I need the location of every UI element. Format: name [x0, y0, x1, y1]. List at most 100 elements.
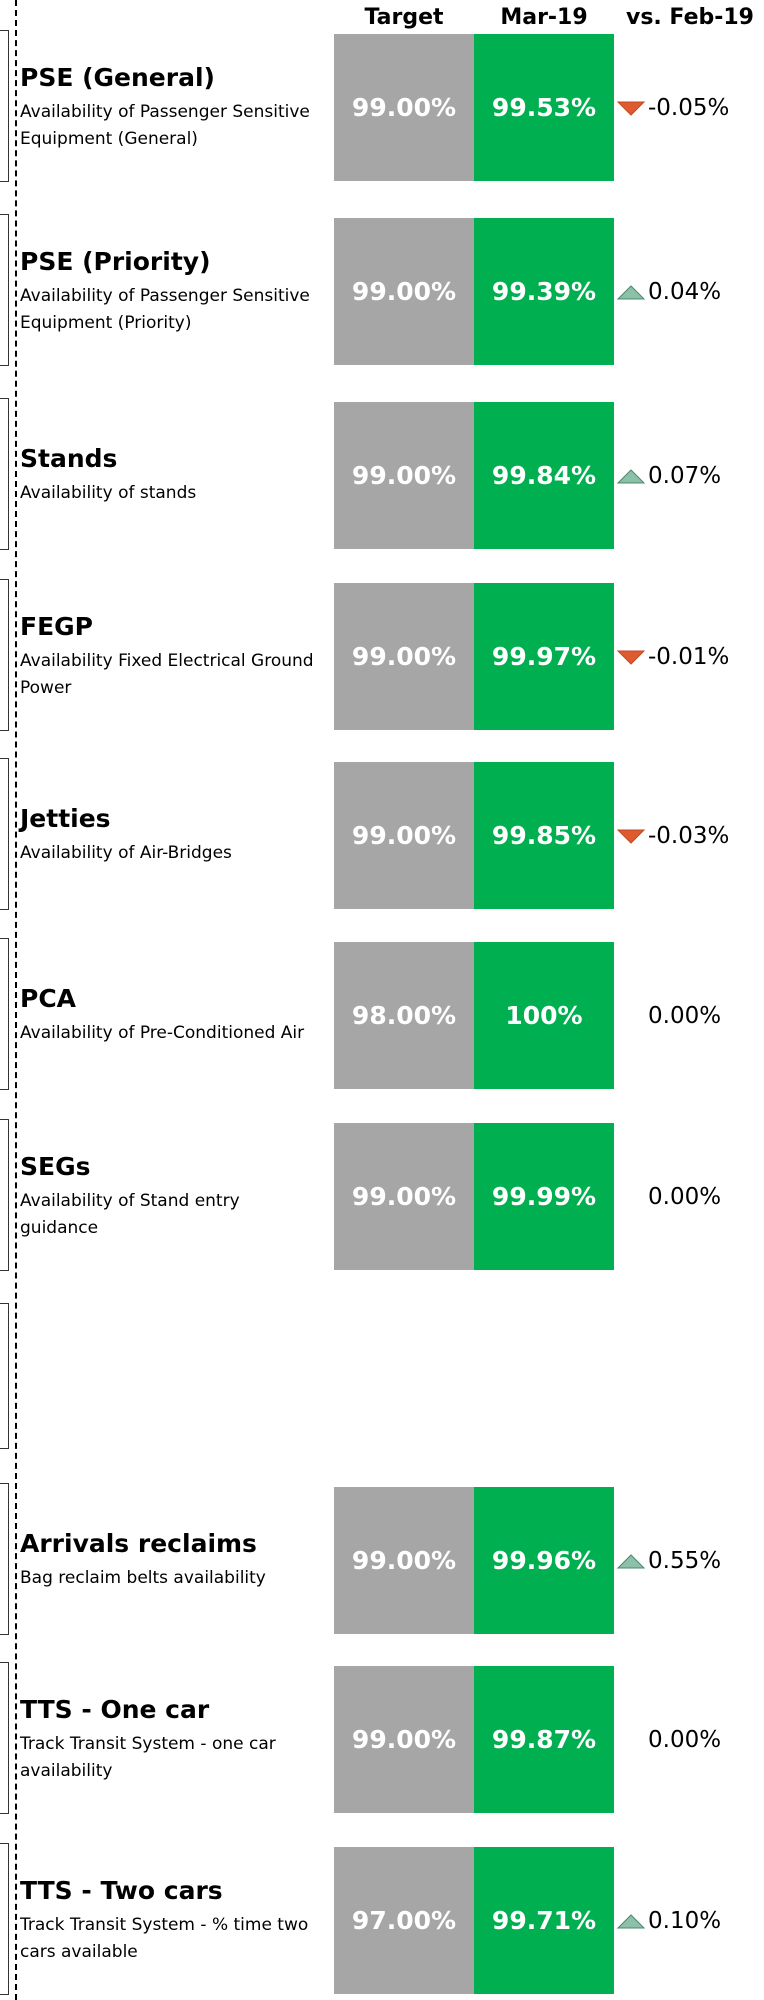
row-bracket — [0, 214, 9, 366]
change: 0.10% — [616, 1847, 764, 1994]
kpi-row: Jetties Availability of Air-Bridges 99.00%… — [0, 762, 764, 909]
kpi-label: Jetties Availability of Air-Bridges — [20, 762, 320, 909]
kpi-description: Availability of Pre-Conditioned Air — [20, 1023, 305, 1043]
trend-arrow — [616, 829, 646, 844]
change: -0.05% — [616, 34, 764, 181]
change-value: -0.05% — [648, 94, 730, 121]
current-value: 99.84% — [474, 402, 614, 549]
trend-icon — [616, 1187, 646, 1207]
change-value: 0.00% — [648, 1183, 722, 1210]
change-value: 0.00% — [648, 1726, 722, 1753]
kpi-row: TTS - One car Track Transit System - one … — [0, 1666, 764, 1813]
row-bracket — [0, 938, 9, 1090]
target-value: 99.00% — [334, 583, 474, 730]
change-value: 0.04% — [648, 278, 722, 305]
kpi-name: SEGs — [20, 1151, 91, 1181]
kpi-row: TTS - Two cars Track Transit System - % t… — [0, 1847, 764, 1994]
current-value: 99.87% — [474, 1666, 614, 1813]
row-bracket — [0, 1843, 9, 1995]
trend-icon — [616, 101, 646, 116]
target-value: 99.00% — [334, 1123, 474, 1270]
header-target: Target — [364, 5, 444, 30]
trend-arrow — [616, 468, 646, 483]
change-value: 0.10% — [648, 1907, 722, 1934]
trend-icon — [616, 829, 646, 844]
row-bracket — [0, 1662, 9, 1814]
kpi-label: TTS - Two cars Track Transit System - % t… — [20, 1847, 320, 1994]
kpi-description: Bag reclaim belts availability — [20, 1568, 266, 1588]
kpi-label: TTS - One car Track Transit System - one … — [20, 1666, 320, 1813]
current-value: 99.96% — [474, 1487, 614, 1634]
target-value: 99.00% — [334, 762, 474, 909]
current-value: 99.97% — [474, 583, 614, 730]
kpi-name: Jetties — [20, 804, 111, 833]
kpi-row: PCA Availability of Pre-Conditioned Air 98… — [0, 942, 764, 1089]
kpi-description: Track Transit System - one car availabil… — [20, 1733, 276, 1781]
kpi-description: Track Transit System - % time two cars a… — [20, 1914, 309, 1962]
change-value: 0.07% — [648, 462, 722, 489]
change: 0.07% — [616, 402, 764, 549]
kpi-label: Arrivals reclaims Bag reclaim belts avail… — [20, 1487, 320, 1634]
empty-row-bracket — [0, 1303, 9, 1449]
kpi-name: TTS - Two cars — [20, 1875, 223, 1905]
kpi-row: Arrivals reclaims Bag reclaim belts avail… — [0, 1487, 764, 1634]
target-value: 99.00% — [334, 218, 474, 365]
change: 0.04% — [616, 218, 764, 365]
target-value: 99.00% — [334, 34, 474, 181]
kpi-label: FEGP Availability Fixed Electrical Ground… — [20, 583, 320, 730]
row-bracket — [0, 30, 9, 182]
trend-arrow — [616, 650, 646, 665]
trend-arrow — [616, 1913, 646, 1928]
kpi-description: Availability of stands — [20, 483, 197, 503]
kpi-label: Stands Availability of stands — [20, 402, 320, 549]
change-value: 0.00% — [648, 1002, 722, 1029]
target-value: 99.00% — [334, 1487, 474, 1634]
trend-arrow — [616, 1553, 646, 1568]
change: 0.55% — [616, 1487, 764, 1634]
kpi-name: PSE (Priority) — [20, 246, 211, 276]
trend-arrow — [616, 101, 646, 116]
trend-icon — [616, 650, 646, 665]
kpi-label: PSE (Priority) Availability of Passenger … — [20, 218, 320, 365]
current-value: 99.53% — [474, 34, 614, 181]
current-value: 99.71% — [474, 1847, 614, 1994]
current-value: 99.85% — [474, 762, 614, 909]
row-bracket — [0, 1483, 9, 1635]
kpi-name: PCA — [20, 984, 77, 1013]
trend-icon — [616, 1913, 646, 1928]
trend-icon — [616, 1730, 646, 1750]
current-value: 99.39% — [474, 218, 614, 365]
kpi-name: Arrivals reclaims — [20, 1529, 257, 1558]
change: -0.01% — [616, 583, 764, 730]
target-value: 99.00% — [334, 1666, 474, 1813]
kpi-row: SEGs Availability of Stand entry guidance… — [0, 1123, 764, 1270]
change-value: -0.03% — [648, 822, 730, 849]
trend-icon — [616, 1006, 646, 1026]
header-comparison: vs. Feb-19 — [625, 5, 754, 30]
current-value: 99.99% — [474, 1123, 614, 1270]
kpi-description: Availability of Passenger Sensitive Equi… — [20, 101, 310, 149]
trend-icon — [616, 284, 646, 299]
trend-icon — [616, 468, 646, 483]
target-value: 98.00% — [334, 942, 474, 1089]
kpi-label: PCA Availability of Pre-Conditioned Air — [20, 942, 320, 1089]
row-bracket — [0, 758, 9, 910]
kpi-name: FEGP — [20, 611, 93, 641]
change: -0.03% — [616, 762, 764, 909]
kpi-row: Stands Availability of stands 99.00% 99.84%… — [0, 402, 764, 549]
trend-arrow — [616, 284, 646, 299]
kpi-row: FEGP Availability Fixed Electrical Ground… — [0, 583, 764, 730]
row-bracket — [0, 1119, 9, 1271]
kpi-description: Availability of Air-Bridges — [20, 843, 232, 863]
kpi-name: Stands — [20, 444, 118, 473]
target-value: 99.00% — [334, 402, 474, 549]
kpi-description: Availability of Passenger Sensitive Equi… — [20, 285, 310, 333]
current-value: 100% — [474, 942, 614, 1089]
kpi-row: PSE (General) Availability of Passenger S… — [0, 34, 764, 181]
change-value: 0.55% — [648, 1547, 722, 1574]
header-current: Mar-19 — [500, 5, 588, 30]
change-value: -0.01% — [648, 643, 730, 670]
row-bracket — [0, 398, 9, 550]
change: 0.00% — [616, 1666, 764, 1813]
